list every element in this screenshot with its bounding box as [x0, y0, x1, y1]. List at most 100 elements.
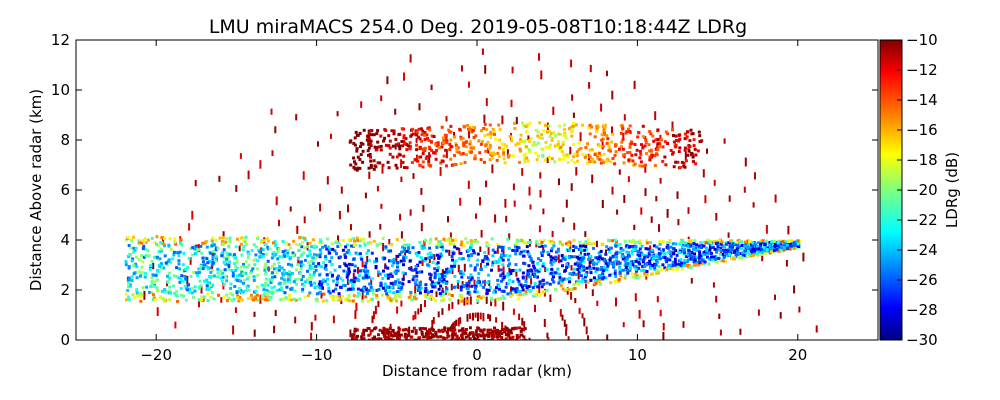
cloud-cell: [501, 246, 505, 249]
ground-band-cell: [471, 331, 475, 335]
cloud-cell: [385, 292, 389, 296]
cloud-cell: [244, 260, 248, 264]
cloud-cell: [513, 243, 517, 247]
upper-cloud-cell: [440, 145, 444, 149]
upper-cloud-cell: [412, 132, 415, 136]
scan-arc-dash: [662, 332, 665, 340]
cloud-cell: [393, 270, 397, 274]
scan-arc-dash: [623, 114, 626, 121]
cloud-cell: [413, 293, 417, 297]
cloud-cell: [315, 292, 319, 296]
scan-arc-dash: [463, 263, 466, 272]
cloud-cell: [319, 265, 323, 269]
upper-cloud-cell: [571, 128, 574, 131]
cloud-cell: [318, 238, 322, 242]
cloud-cell: [219, 276, 223, 280]
upper-cloud-cell: [434, 149, 438, 153]
scan-arc-dash: [467, 180, 470, 189]
cloud-cell: [417, 284, 421, 288]
cloud-cell: [527, 241, 530, 245]
cloud-cell: [485, 256, 489, 260]
upper-cloud-cell: [502, 153, 506, 157]
ground-band-cell: [424, 327, 427, 331]
upper-cloud-cell: [459, 152, 463, 156]
ground-band-cell: [417, 336, 421, 340]
upper-cloud-cell: [573, 161, 576, 165]
cloud-cell: [699, 241, 703, 244]
cloud-cell: [271, 241, 275, 245]
colorbar-tick-label: −28: [906, 301, 938, 319]
scan-arc-dash: [415, 137, 418, 143]
upper-cloud-cell: [514, 143, 518, 147]
cloud-cell: [264, 262, 267, 266]
cloud-cell: [301, 287, 305, 291]
cloud-cell: [638, 239, 642, 243]
cloud-cell: [703, 260, 707, 264]
cloud-cell: [393, 282, 397, 286]
upper-cloud-cell: [636, 135, 640, 139]
cloud-cell: [344, 245, 348, 249]
scan-arc-dash: [352, 272, 355, 280]
cloud-cell: [552, 280, 556, 284]
cloud-cell: [206, 267, 210, 271]
upper-cloud-cell: [454, 163, 458, 166]
cloud-cell: [216, 271, 220, 275]
scan-arc-dash: [659, 134, 662, 140]
colorbar-tick-label: −30: [906, 331, 938, 349]
scan-arc-dash: [409, 54, 412, 63]
cloud-cell: [582, 268, 586, 272]
cloud-cell: [722, 255, 726, 259]
upper-cloud-cell: [466, 124, 470, 127]
cloud-cell: [453, 262, 457, 266]
cloud-cell: [159, 266, 163, 270]
cloud-cell: [303, 246, 306, 250]
upper-cloud-cell: [617, 147, 621, 151]
upper-cloud-cell: [442, 154, 446, 158]
scan-arc-dash: [404, 249, 406, 257]
scan-arc-dash: [539, 172, 542, 179]
cloud-cell: [158, 295, 162, 299]
plot-area: [76, 40, 878, 340]
cloud-cell: [245, 277, 249, 281]
cloud-cell: [239, 279, 243, 283]
cloud-cell: [514, 242, 518, 246]
upper-cloud-cell: [687, 149, 691, 153]
upper-cloud-cell: [468, 142, 472, 146]
ground-band-cell: [482, 336, 486, 340]
cloud-cell: [367, 275, 371, 279]
scan-arc-dash: [542, 208, 545, 215]
upper-cloud-cell: [656, 148, 660, 152]
cloud-cell: [383, 282, 387, 286]
cloud-cell: [175, 294, 179, 298]
cloud-cell: [171, 257, 175, 261]
upper-cloud-cell: [551, 137, 555, 141]
cloud-cell: [127, 265, 131, 269]
ground-band-cell: [500, 335, 504, 339]
cloud-cell: [522, 240, 525, 244]
scan-arc-dash: [200, 285, 203, 294]
cloud-cell: [527, 275, 530, 279]
cloud-cell: [574, 273, 578, 276]
cloud-cell: [234, 268, 238, 272]
scan-arc-dash: [798, 306, 801, 313]
cloud-cell: [759, 242, 763, 246]
cloud-cell: [228, 240, 232, 244]
scan-arc-dash: [704, 195, 707, 204]
cloud-cell: [401, 271, 405, 275]
upper-cloud-cell: [521, 121, 524, 125]
cloud-cell: [227, 268, 231, 271]
cloud-cell: [556, 249, 560, 253]
upper-cloud-cell: [479, 142, 483, 146]
cloud-cell: [275, 267, 279, 270]
scan-arc-dash: [743, 186, 746, 193]
cloud-cell: [640, 244, 644, 248]
ground-band-cell: [453, 328, 457, 332]
upper-cloud-cell: [677, 139, 680, 143]
scan-arc-dash: [259, 160, 262, 169]
cloud-cell: [591, 258, 595, 262]
scan-arc-dash: [320, 292, 323, 299]
cloud-cell: [412, 275, 416, 279]
scan-arc-dash: [409, 209, 412, 216]
scan-arc-dash: [616, 209, 619, 215]
cloud-cell: [199, 298, 203, 302]
